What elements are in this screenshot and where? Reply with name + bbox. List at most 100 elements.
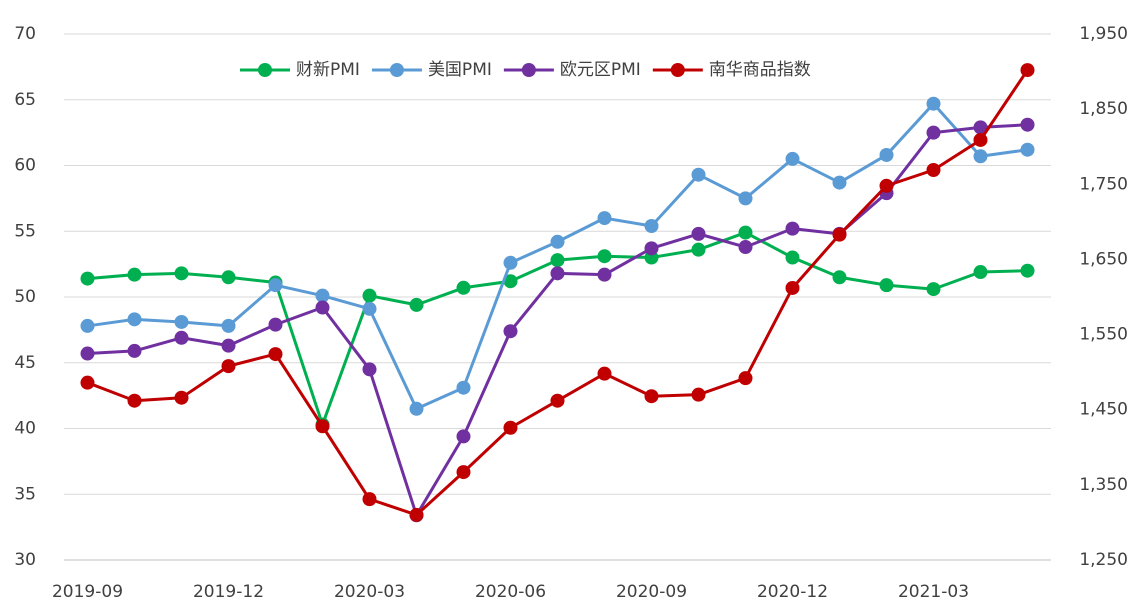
marker	[456, 465, 471, 480]
marker	[597, 366, 612, 381]
marker	[80, 375, 95, 390]
legend-label: 美国PMI	[428, 60, 492, 80]
marker	[268, 347, 283, 362]
legend-label: 财新PMI	[296, 60, 360, 80]
y2-tick-label: 1,850	[1079, 99, 1128, 119]
marker	[315, 288, 330, 303]
marker	[973, 149, 988, 164]
marker	[409, 507, 424, 522]
marker	[127, 393, 142, 408]
y-tick-label: 60	[14, 156, 36, 176]
marker	[691, 167, 706, 182]
y-tick-label: 50	[14, 287, 36, 307]
marker	[785, 280, 800, 295]
marker	[644, 218, 659, 233]
y-tick-label: 35	[14, 484, 36, 504]
marker	[503, 255, 518, 270]
y2-tick-label: 1,750	[1079, 174, 1128, 194]
marker	[879, 147, 894, 162]
y-tick-label: 45	[14, 353, 36, 373]
marker	[127, 267, 142, 282]
marker	[644, 241, 659, 256]
marker	[1020, 63, 1035, 78]
marker	[409, 401, 424, 416]
marker	[691, 242, 706, 257]
marker	[174, 390, 189, 405]
marker	[973, 120, 988, 135]
marker	[973, 132, 988, 147]
marker	[174, 330, 189, 345]
marker	[550, 253, 565, 268]
legend: 财新PMI 美国PMI 欧元区PMI 南华商品指数	[240, 60, 811, 80]
marker	[738, 240, 753, 255]
marker	[738, 191, 753, 206]
marker	[127, 312, 142, 327]
marker	[80, 318, 95, 333]
x-tick-label: 2020-06	[475, 582, 546, 602]
marker	[785, 151, 800, 166]
marker	[1020, 117, 1035, 132]
x-tick-label: 2020-12	[757, 582, 828, 602]
marker	[221, 318, 236, 333]
marker	[221, 338, 236, 353]
marker	[503, 420, 518, 435]
marker	[174, 266, 189, 281]
marker	[973, 265, 988, 280]
marker	[362, 301, 377, 316]
marker	[691, 226, 706, 241]
x-tick-label: 2020-03	[334, 582, 405, 602]
marker	[738, 225, 753, 240]
marker	[174, 314, 189, 329]
marker	[926, 163, 941, 178]
marker	[221, 359, 236, 374]
legend-marker	[670, 63, 685, 77]
marker	[1020, 263, 1035, 278]
marker	[268, 278, 283, 293]
marker	[832, 175, 847, 190]
y2-tick-label: 1,450	[1079, 400, 1128, 420]
y2-tick-label: 1,950	[1079, 24, 1128, 44]
marker	[80, 346, 95, 361]
series-line	[86, 69, 1029, 517]
marker	[362, 288, 377, 303]
marker	[503, 324, 518, 339]
marker	[785, 250, 800, 265]
marker	[221, 270, 236, 285]
marker	[832, 227, 847, 242]
marker	[550, 393, 565, 408]
x-tick-label: 2019-09	[52, 582, 123, 602]
marker	[456, 280, 471, 295]
legend-marker	[258, 63, 272, 77]
y-tick-label: 65	[14, 90, 36, 110]
y2-tick-label: 1,550	[1079, 325, 1128, 345]
marker	[832, 270, 847, 285]
marker	[362, 362, 377, 377]
marker	[597, 267, 612, 282]
marker	[691, 387, 706, 402]
y-tick-label: 30	[14, 550, 36, 570]
marker	[127, 343, 142, 358]
y2-tick-label: 1,250	[1079, 550, 1128, 570]
marker	[597, 249, 612, 264]
marker	[456, 429, 471, 444]
marker	[879, 278, 894, 293]
y-tick-label: 40	[14, 419, 36, 439]
marker	[268, 317, 283, 332]
x-tick-label: 2020-09	[616, 582, 687, 602]
legend-label: 南华商品指数	[709, 60, 811, 80]
marker	[550, 234, 565, 249]
marker	[550, 266, 565, 281]
marker	[315, 419, 330, 434]
marker	[926, 96, 941, 111]
marker	[409, 297, 424, 312]
marker	[926, 125, 941, 140]
legend-label: 欧元区PMI	[560, 60, 641, 80]
marker	[879, 178, 894, 193]
marker	[644, 389, 659, 404]
marker	[1020, 142, 1035, 157]
x-tick-label: 2021-03	[898, 582, 969, 602]
y2-tick-label: 1,350	[1079, 475, 1128, 495]
legend-marker	[389, 63, 404, 77]
y-tick-label: 55	[14, 221, 36, 241]
